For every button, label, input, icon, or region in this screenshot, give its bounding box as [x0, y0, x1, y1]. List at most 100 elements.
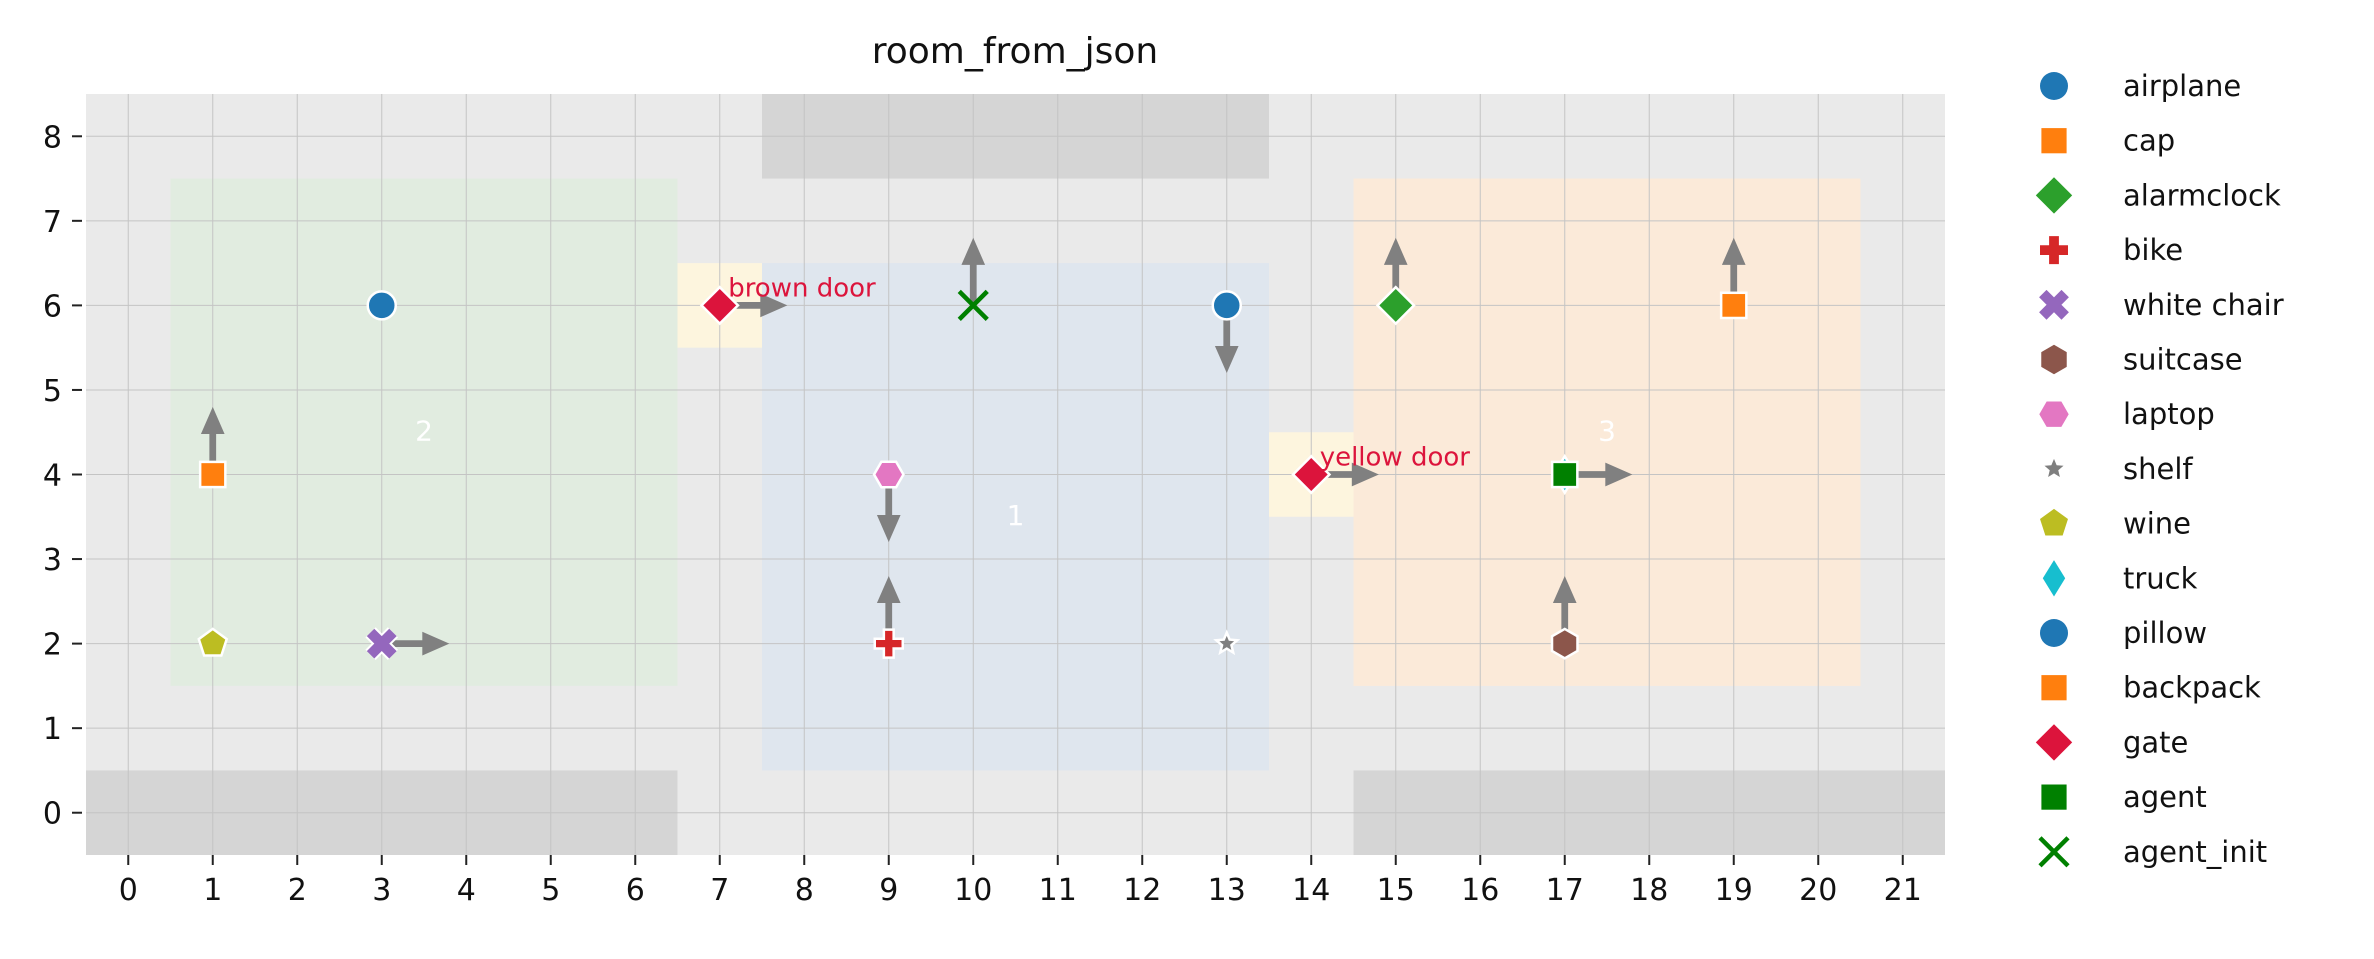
marker-airplane	[366, 290, 397, 321]
y-tick-label: 1	[43, 712, 62, 747]
laptop-legend-marker	[2039, 401, 2069, 427]
pillow-legend-marker	[2040, 619, 2068, 647]
y-tick-label: 5	[43, 374, 62, 409]
direction-arrow	[961, 237, 986, 306]
legend-item-white-chair: white chair	[2037, 288, 2284, 322]
x-tick-label: 10	[954, 873, 992, 908]
marker-shelf	[1213, 629, 1241, 656]
marker-bike	[873, 628, 904, 659]
marker-backpack	[1719, 291, 1748, 320]
suitcase-legend-marker	[2041, 344, 2067, 375]
gate-legend-marker	[2035, 724, 2073, 761]
x-tick-label: 14	[1292, 873, 1330, 908]
room-label: 2	[415, 415, 433, 448]
legend-label: pillow	[2123, 616, 2207, 650]
marker-suitcase	[1550, 627, 1579, 660]
x-tick-label: 16	[1461, 873, 1499, 908]
wine-legend-marker	[2040, 508, 2068, 536]
room-1	[762, 263, 1269, 771]
agent_init-legend-marker	[2038, 836, 2070, 868]
cap-legend-marker	[2041, 128, 2067, 154]
y-tick-label: 3	[43, 543, 62, 578]
x-tick-label: 8	[795, 873, 814, 908]
legend-item-laptop: laptop	[2039, 397, 2215, 431]
marker-pillow	[1211, 290, 1242, 321]
marker-agent_init	[957, 289, 989, 321]
legend-label: alarmclock	[2123, 178, 2281, 212]
legend-item-shelf: shelf	[2044, 452, 2193, 486]
direction-arrow	[1552, 576, 1577, 644]
legend-item-airplane: airplane	[2040, 69, 2241, 103]
marker-laptop	[872, 460, 905, 489]
legend-item-wine: wine	[2040, 507, 2191, 541]
x-tick-label: 19	[1715, 873, 1753, 908]
x-tick-label: 18	[1630, 873, 1668, 908]
y-tick-label: 7	[43, 205, 62, 240]
legend-label: suitcase	[2123, 343, 2243, 377]
marker-alarmclock	[1375, 285, 1416, 326]
legend-item-alarmclock: alarmclock	[2035, 177, 2281, 214]
marker-cap	[198, 460, 227, 489]
x-tick-label: 17	[1546, 873, 1584, 908]
legend-label: bike	[2123, 233, 2183, 267]
y-tick-label: 4	[43, 459, 62, 494]
legend-label: gate	[2123, 725, 2188, 759]
room-label: 1	[1007, 499, 1025, 532]
x-tick-label: 6	[626, 873, 645, 908]
direction-arrow	[1721, 237, 1746, 306]
legend-item-agent_init: agent_init	[2038, 835, 2267, 869]
legend-label: truck	[2123, 561, 2198, 595]
marker-white-chair	[365, 627, 399, 660]
legend-label: wine	[2123, 507, 2191, 541]
direction-arrow	[1311, 462, 1379, 487]
y-tick-label: 0	[43, 797, 62, 832]
legend-label: agent_init	[2123, 835, 2267, 869]
direction-arrow	[200, 406, 225, 475]
white-chair-legend-marker	[2037, 288, 2071, 322]
legend: airplane cap alarmclock bike white chair suit…	[2035, 69, 2284, 869]
x-tick-label: 2	[288, 873, 307, 908]
legend-label: laptop	[2123, 397, 2215, 431]
legend-label: airplane	[2123, 69, 2241, 103]
direction-arrow	[1383, 237, 1408, 306]
x-tick-label: 15	[1377, 873, 1415, 908]
truck-legend-marker	[2042, 560, 2066, 597]
door-annotation: yellow door	[1320, 443, 1471, 473]
x-tick-label: 9	[879, 873, 898, 908]
direction-arrow	[876, 474, 901, 543]
x-tick-label: 0	[119, 873, 138, 908]
legend-label: agent	[2123, 780, 2207, 814]
x-tick-label: 4	[457, 873, 476, 908]
room-3	[1353, 178, 1861, 686]
x-tick-label: 20	[1799, 873, 1837, 908]
room-2	[170, 178, 678, 686]
door-annotation: brown door	[728, 273, 876, 303]
legend-label: cap	[2123, 124, 2175, 158]
direction-arrow	[719, 293, 788, 318]
x-tick-label: 13	[1208, 873, 1246, 908]
chart-title: room_from_json	[872, 31, 1159, 72]
legend-label: backpack	[2123, 671, 2261, 705]
x-tick-label: 21	[1884, 873, 1922, 908]
legend-item-cap: cap	[2041, 124, 2175, 158]
room-label: 3	[1598, 415, 1616, 448]
legend-item-truck: truck	[2042, 560, 2198, 597]
direction-arrow	[1564, 462, 1633, 487]
y-tick-label: 2	[43, 628, 62, 663]
x-tick-label: 5	[541, 873, 560, 908]
legend-item-gate: gate	[2035, 724, 2188, 761]
y-tick-label: 8	[43, 120, 62, 155]
plot-area: 0 1 2 3 4 5 6 7 8 9 10 11 12 13 14 15 16 17 18 19 20 21012345…	[43, 94, 1945, 908]
shelf-legend-marker	[2044, 458, 2064, 477]
direction-arrow	[876, 576, 901, 644]
marker-agent	[1550, 460, 1579, 489]
direction-arrow	[1214, 305, 1239, 373]
airplane-legend-marker	[2040, 72, 2068, 100]
x-tick-label: 3	[372, 873, 391, 908]
legend-label: white chair	[2123, 288, 2284, 322]
bike-legend-marker	[2040, 236, 2068, 265]
marker-gate	[1291, 454, 1332, 495]
legend-label: shelf	[2123, 452, 2193, 486]
y-tick-label: 6	[43, 289, 62, 324]
